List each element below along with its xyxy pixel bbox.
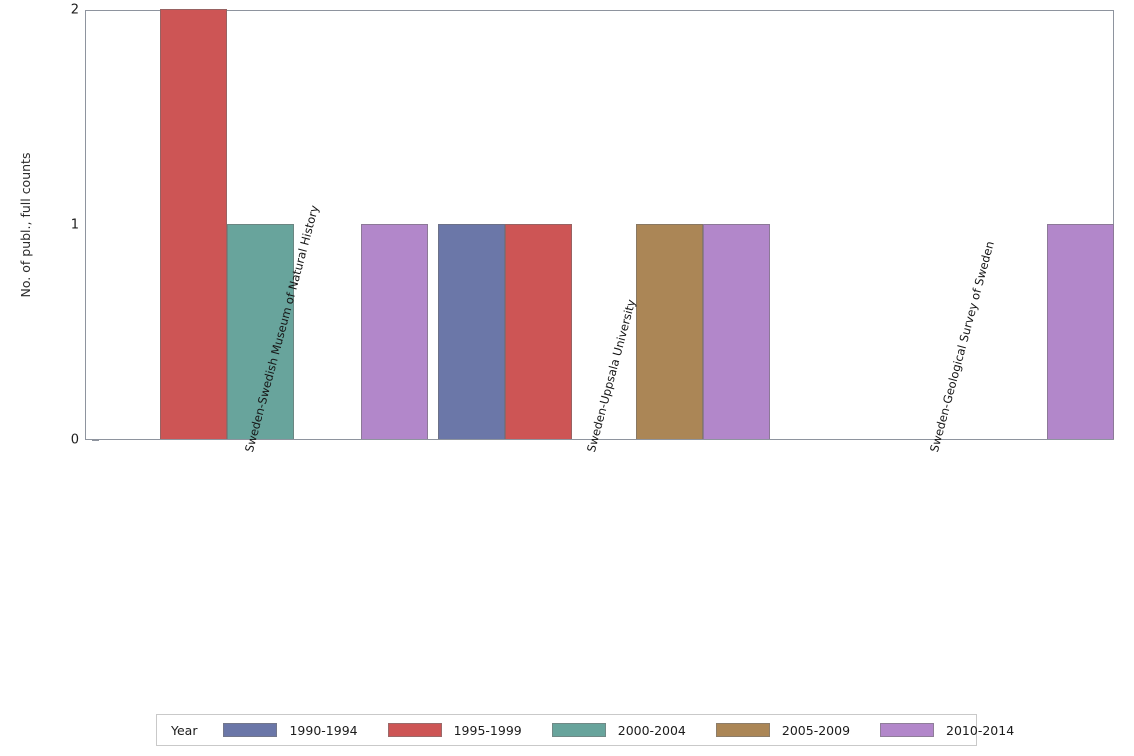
legend-color-swatch (387, 723, 442, 737)
legend-item[interactable]: 1995-1999 (387, 722, 522, 738)
y-tick-label: 1 (70, 217, 79, 233)
bar (227, 224, 294, 439)
legend-color-swatch (880, 723, 935, 737)
legend-color-swatch (551, 723, 606, 737)
y-axis-ticks: 2 1 0 (13, 0, 99, 756)
legend-item-label: 2000-2004 (617, 722, 686, 738)
y-tick-label: 2 (70, 2, 79, 18)
legend-item[interactable]: 2005-2009 (715, 722, 851, 738)
legend: Year 1990-1994 1995-1999 2000-2004 2005-200… (156, 714, 1014, 746)
legend-item[interactable]: 2010-2014 (880, 723, 1014, 738)
bar (703, 224, 770, 439)
legend-item-label: 2005-2009 (781, 722, 851, 738)
bar (361, 224, 428, 439)
bar (160, 9, 227, 439)
bar (636, 224, 703, 439)
plot-area (85, 9, 1114, 440)
legend-title: Year (171, 722, 198, 738)
legend-item-label: 1995-1999 (453, 722, 522, 738)
legend-color-swatch (223, 723, 278, 737)
legend-item-label: 2010-2014 (946, 722, 1015, 738)
legend-item[interactable]: 2000-2004 (551, 722, 686, 738)
bar (505, 224, 572, 439)
legend-entries: 1990-1994 1995-1999 2000-2004 2005-2009 2010… (223, 723, 1044, 738)
legend-item-label: 1990-1994 (289, 722, 358, 738)
y-tick-label: 0 (70, 432, 79, 448)
bar (1047, 224, 1114, 439)
bar (438, 224, 505, 439)
legend-color-swatch (715, 723, 770, 737)
y-tick-mark (92, 440, 99, 441)
legend-item[interactable]: 1990-1994 (223, 722, 358, 738)
